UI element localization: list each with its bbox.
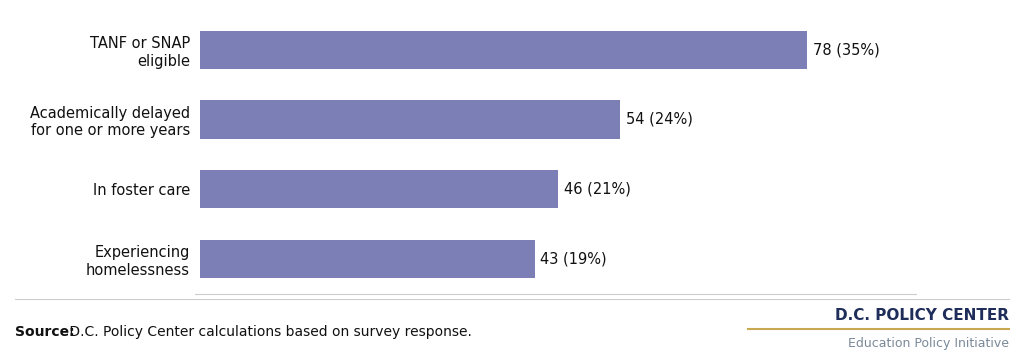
Text: D.C. Policy Center calculations based on survey response.: D.C. Policy Center calculations based on… [65,325,471,339]
Text: 46 (21%): 46 (21%) [563,182,631,197]
Bar [200,30,807,69]
Bar [200,240,535,278]
Text: 78 (35%): 78 (35%) [813,42,880,57]
Bar [200,100,621,139]
Text: 54 (24%): 54 (24%) [626,112,693,127]
Text: Source:: Source: [15,325,75,339]
Text: D.C. POLICY CENTER: D.C. POLICY CENTER [835,308,1009,323]
Bar [200,170,558,208]
Text: Education Policy Initiative: Education Policy Initiative [848,337,1009,350]
Text: 43 (19%): 43 (19%) [541,251,607,266]
